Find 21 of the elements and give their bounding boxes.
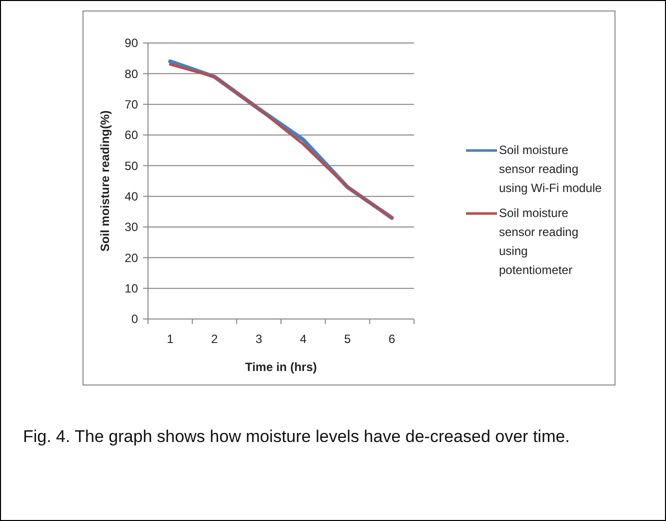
y-tick-label: 10 (124, 282, 138, 296)
y-tick-label: 40 (124, 190, 138, 204)
x-tick-label: 1 (166, 332, 174, 346)
y-tick-label: 80 (124, 66, 138, 81)
y-axis-title: Soil moisture reading(%) (98, 110, 112, 252)
x-tick-label: 5 (344, 332, 352, 346)
x-tick-label: 6 (388, 332, 396, 346)
caption: Fig. 4. The graph shows how moisture levels have de-creased over time. (23, 426, 571, 448)
x-tick-label: 4 (300, 332, 307, 346)
y-tick-label: 90 (124, 36, 138, 50)
y-tick-label: 0 (131, 312, 138, 326)
legend-label: Soil moisture sensor reading using potentiometer (499, 205, 580, 279)
y-tick-label: 30 (124, 220, 138, 234)
y-tick-label: 50 (124, 158, 138, 173)
y-tick-label: 70 (124, 98, 138, 112)
y-tick-label: 60 (124, 128, 138, 142)
x-axis-title: Time in (hrs) (245, 360, 317, 374)
x-tick-label: 2 (211, 332, 218, 346)
y-tick-label: 20 (124, 250, 138, 265)
x-tick-label: 3 (255, 332, 262, 346)
legend-label: Soil moisture sensor reading using Wi-Fi module (499, 142, 603, 197)
